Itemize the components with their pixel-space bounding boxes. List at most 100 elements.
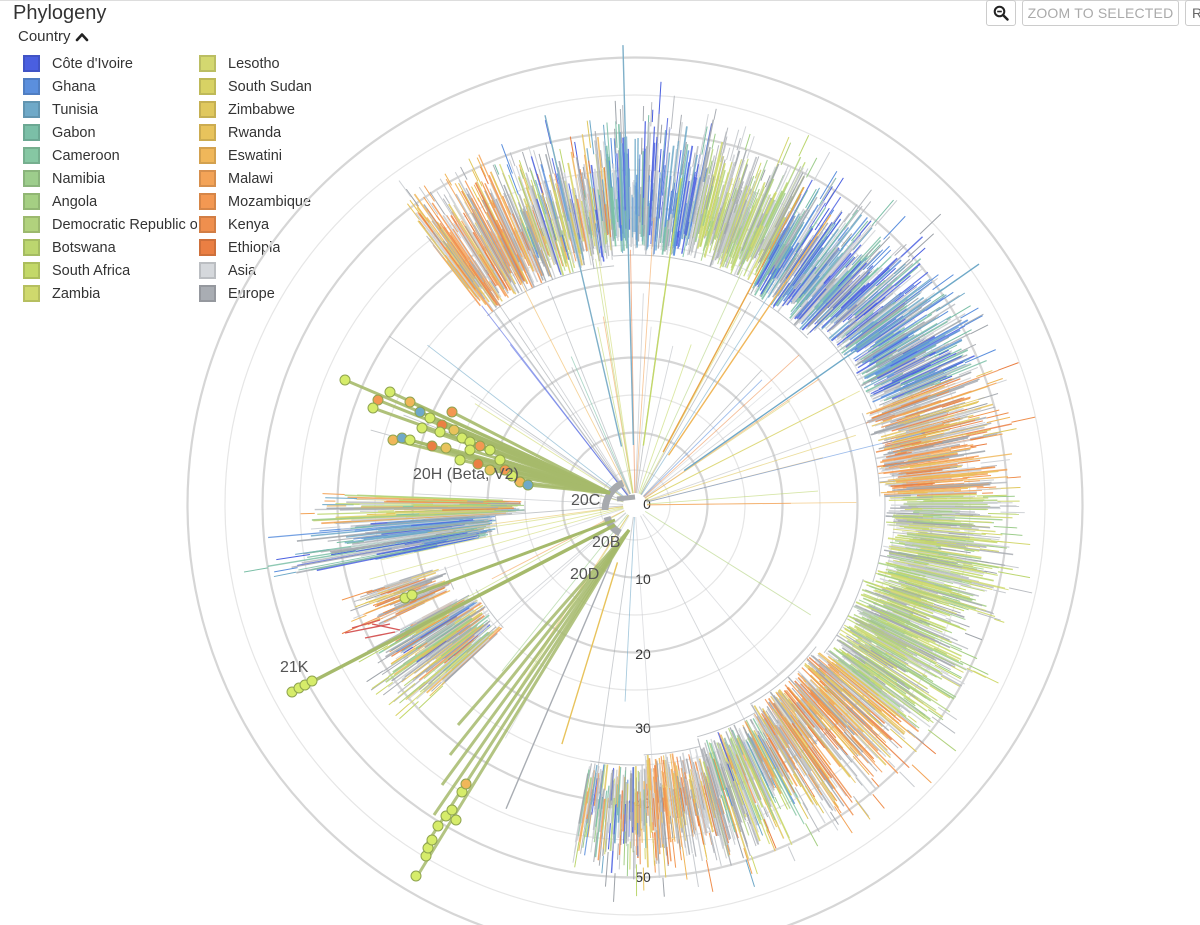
branch (732, 169, 762, 244)
legend-item[interactable]: Eswatini (199, 144, 312, 167)
clade-arc (544, 265, 615, 283)
branch (878, 318, 897, 332)
clade-arc (613, 254, 688, 261)
legend-item[interactable]: Mozambique (199, 190, 312, 213)
branch (591, 778, 598, 815)
legend-label: Eswatini (228, 147, 282, 164)
branches (243, 45, 1036, 902)
branch (388, 627, 459, 678)
branch (964, 530, 976, 533)
legend-item[interactable]: Gabon (23, 121, 197, 144)
branch (781, 715, 820, 769)
backbone-branch (646, 432, 926, 503)
branch (840, 629, 861, 643)
branch (273, 571, 297, 578)
branch (910, 601, 943, 614)
branch (953, 581, 972, 587)
branch (357, 593, 379, 602)
legend-column-2: Lesotho South Sudan Zimbabwe Rwanda Eswatini… (199, 52, 312, 305)
legend-item[interactable]: Zambia (23, 282, 197, 305)
legend-swatch (199, 262, 216, 279)
legend-item[interactable]: Malawi (199, 167, 312, 190)
legend-item[interactable]: Lesotho (199, 52, 312, 75)
branch (670, 95, 675, 129)
branch (935, 340, 963, 354)
branch (669, 815, 674, 838)
branch (726, 744, 746, 790)
backbone-branch (571, 367, 631, 495)
branch (775, 692, 832, 766)
legend-item[interactable]: Tunisia (23, 98, 197, 121)
legend-item[interactable]: Zimbabwe (199, 98, 312, 121)
branch (711, 133, 716, 150)
branch (907, 715, 917, 723)
branch (923, 351, 934, 358)
branch (617, 843, 619, 860)
branch (464, 225, 505, 290)
branch (558, 183, 574, 245)
zoom-to-selected-button[interactable]: ZOOM TO SELECTED (1022, 0, 1179, 26)
branch (949, 574, 980, 582)
zoom-button[interactable] (986, 0, 1016, 26)
backbone-branch (642, 369, 762, 497)
branch (901, 401, 966, 423)
legend-item[interactable]: South Sudan (199, 75, 312, 98)
branch (580, 822, 586, 854)
legend-item[interactable]: Rwanda (199, 121, 312, 144)
branch (561, 181, 582, 268)
legend-item[interactable]: Côte d'Ivoire (23, 52, 197, 75)
branch (705, 176, 715, 210)
legend-item[interactable]: Botswana (23, 236, 197, 259)
legend-toggle[interactable]: Country (18, 28, 89, 45)
legend-item[interactable]: South Africa (23, 259, 197, 282)
branch (728, 227, 742, 258)
branch (545, 143, 554, 174)
branch (893, 453, 929, 461)
backbone-branch (355, 505, 624, 527)
legend-item[interactable]: Angola (23, 190, 197, 213)
legend-item[interactable]: Democratic Republic o (23, 213, 197, 236)
branch (842, 305, 881, 337)
backbone-branch (635, 326, 652, 494)
legend-item[interactable]: Namibia (23, 167, 197, 190)
branch (810, 689, 855, 736)
branch (788, 680, 807, 701)
reset-layout-button[interactable]: R (1185, 0, 1200, 26)
branch (583, 190, 593, 239)
tip-node (372, 394, 384, 406)
branch (382, 607, 396, 614)
branch (763, 738, 797, 799)
branch (732, 187, 737, 199)
selected-branch (404, 518, 616, 600)
legend-item[interactable]: Cameroon (23, 144, 197, 167)
branch (893, 562, 971, 581)
branch (738, 194, 771, 267)
branch (965, 545, 981, 549)
branch (733, 194, 770, 276)
branch (714, 145, 720, 163)
backbone-branch (644, 339, 854, 499)
branch (350, 603, 370, 612)
branch (276, 553, 310, 561)
branch (888, 616, 963, 651)
branch (680, 767, 694, 837)
legend-swatch (23, 285, 40, 302)
branch (642, 867, 645, 891)
branch (805, 288, 817, 301)
legend-item[interactable]: Kenya (199, 213, 312, 236)
branch (894, 266, 919, 287)
branch (612, 163, 619, 241)
branch (466, 193, 511, 274)
branch (920, 423, 945, 431)
legend-item[interactable]: Ghana (23, 75, 197, 98)
legend-item[interactable]: Asia (199, 259, 312, 282)
branch (692, 798, 697, 816)
branch (841, 655, 920, 713)
branch (875, 414, 896, 423)
long-branch (642, 178, 682, 446)
branch (489, 188, 496, 200)
branch (743, 789, 751, 804)
branch (869, 646, 955, 700)
branch (736, 159, 768, 240)
